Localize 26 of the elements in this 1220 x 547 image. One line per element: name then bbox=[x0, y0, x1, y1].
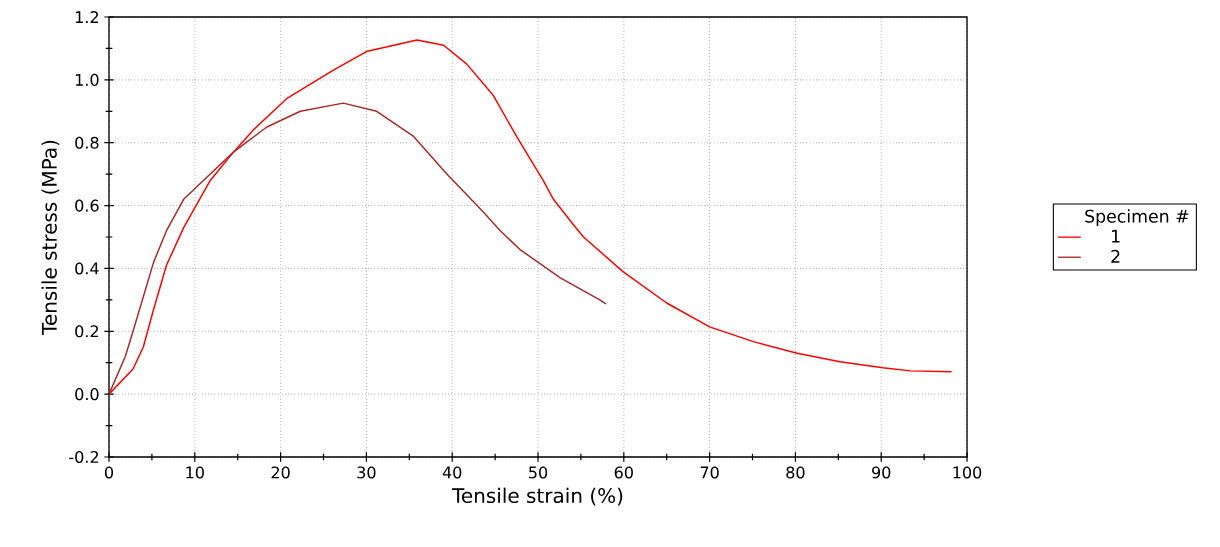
y-tick-label: 0.6 bbox=[75, 199, 99, 212]
y-tick-label: -0.2 bbox=[69, 450, 99, 464]
y-tick-label: 0.4 bbox=[75, 262, 99, 275]
x-tick-label: 20 bbox=[271, 466, 290, 479]
x-tick-label: 40 bbox=[442, 466, 462, 479]
x-tick-label: 60 bbox=[614, 466, 633, 479]
legend-label: 2 bbox=[1111, 249, 1120, 263]
x-tick-label: 50 bbox=[529, 466, 548, 479]
y-tick-label: 0.0 bbox=[75, 388, 99, 401]
x-tick-label: 0 bbox=[104, 466, 114, 479]
y-tick-label: 1.0 bbox=[75, 73, 99, 86]
y-axis-title: Tensile stress (MPa) bbox=[41, 140, 60, 335]
line-series bbox=[109, 102, 607, 395]
line-series bbox=[109, 39, 953, 395]
x-tick-label: 70 bbox=[700, 466, 719, 479]
y-tick-label: 0.8 bbox=[75, 136, 99, 149]
legend-label: 1 bbox=[1112, 229, 1120, 243]
x-tick-label: 80 bbox=[786, 466, 805, 479]
x-tick-label: 100 bbox=[953, 466, 982, 479]
y-tick-label: 1.2 bbox=[75, 11, 99, 23]
x-tick-label: 90 bbox=[872, 466, 891, 479]
x-axis-title: Tensile strain (%) bbox=[451, 487, 623, 506]
x-tick-label: 10 bbox=[186, 466, 204, 479]
x-tick-label: 30 bbox=[357, 466, 376, 479]
legend-title: Specimen # bbox=[1085, 209, 1189, 227]
y-tick-label: 0.2 bbox=[75, 325, 99, 338]
